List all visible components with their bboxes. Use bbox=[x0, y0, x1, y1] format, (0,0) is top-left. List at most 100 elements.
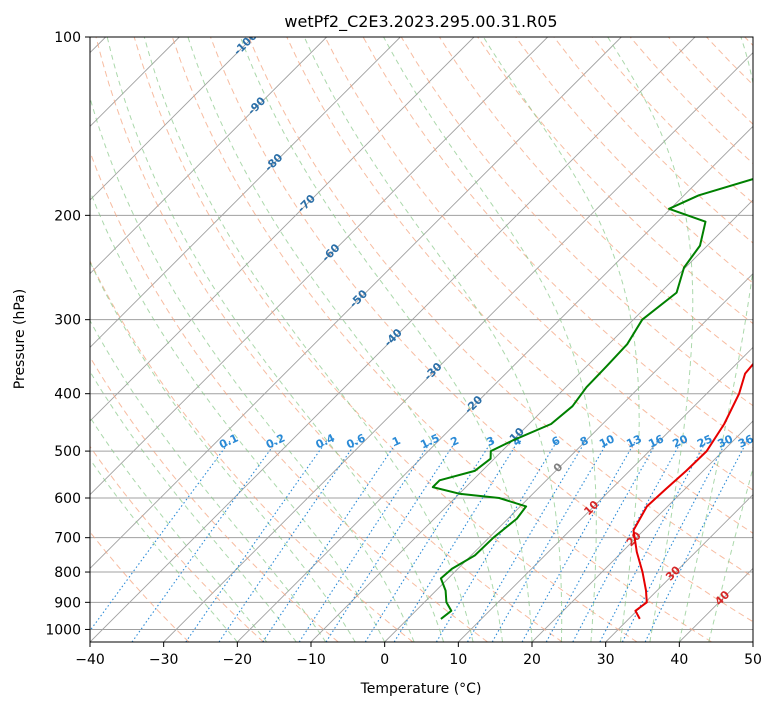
isotherm-line bbox=[90, 37, 622, 569]
x-tick-label: 10 bbox=[449, 652, 467, 668]
isotherm-line bbox=[752, 641, 753, 642]
x-axis-label: Temperature (°C) bbox=[360, 681, 482, 697]
moist-adiabat-line bbox=[143, 37, 474, 642]
y-tick-label: 300 bbox=[54, 313, 81, 329]
mixing-ratio-line bbox=[491, 440, 609, 642]
x-tick-label: 40 bbox=[670, 652, 688, 668]
isotherm-line bbox=[90, 37, 254, 201]
moist-adiabat-line bbox=[90, 319, 327, 642]
y-tick-label: 1000 bbox=[45, 622, 81, 638]
mixing-ratio-line bbox=[545, 440, 659, 642]
moist-adiabat-line bbox=[482, 37, 640, 642]
isotherm-line bbox=[90, 37, 548, 496]
isotherm-line bbox=[163, 52, 753, 642]
x-tick-label: 30 bbox=[597, 652, 615, 668]
y-tick-label: 800 bbox=[54, 565, 81, 581]
isotherm-label: -40 bbox=[382, 326, 405, 349]
mixing-ratio-line bbox=[90, 440, 231, 632]
mixing-ratio-label: 20 bbox=[671, 432, 691, 450]
dry-adiabat-line bbox=[90, 356, 339, 642]
moist-adiabat-line bbox=[239, 37, 533, 642]
dry-adiabat-line bbox=[90, 445, 264, 642]
y-tick-label: 500 bbox=[54, 444, 81, 460]
mixing-ratio-line bbox=[364, 440, 493, 642]
y-tick-label: 200 bbox=[54, 208, 81, 224]
mixing-ratio-label: 13 bbox=[624, 432, 643, 450]
mixing-ratio-label: 30 bbox=[716, 432, 736, 450]
plot-frame bbox=[89, 36, 754, 643]
mixing-ratio-line bbox=[393, 440, 520, 642]
mixing-ratio-line bbox=[599, 440, 707, 642]
x-tick-label: −10 bbox=[296, 652, 326, 668]
dry-adiabat-line bbox=[706, 37, 753, 86]
y-tick-label: 600 bbox=[54, 491, 81, 507]
isotherm-line bbox=[237, 125, 753, 642]
moist-adiabat-line bbox=[106, 37, 445, 642]
dry-adiabat-line bbox=[668, 37, 753, 125]
isotherm-line bbox=[90, 37, 327, 275]
mixing-ratio-label: 0.6 bbox=[344, 431, 367, 451]
isotherm-line bbox=[458, 346, 753, 642]
moist-adiabat-line bbox=[90, 370, 297, 642]
y-tick-label: 900 bbox=[54, 595, 81, 611]
x-tick-label: 50 bbox=[744, 652, 762, 668]
dry-adiabat-line bbox=[324, 37, 753, 491]
mixing-ratio-label: 0.4 bbox=[314, 431, 337, 451]
dry-adiabat-line bbox=[591, 37, 753, 204]
isotherm-label: -20 bbox=[462, 393, 485, 416]
mixing-ratio-line bbox=[131, 440, 278, 642]
x-tick-label: −20 bbox=[223, 652, 253, 668]
mixing-ratio-line bbox=[262, 440, 399, 642]
dry-adiabat-line bbox=[744, 37, 753, 47]
y-tick-label: 700 bbox=[54, 531, 81, 547]
mixing-ratio-line bbox=[325, 440, 457, 642]
mixing-ratio-line bbox=[644, 440, 748, 642]
isotherm-line bbox=[90, 37, 401, 348]
isotherm-label: -50 bbox=[347, 287, 370, 310]
isotherm-label: -70 bbox=[295, 192, 318, 215]
mixing-ratio-label: 16 bbox=[646, 432, 666, 450]
y-axis-label: Pressure (hPa) bbox=[12, 289, 28, 389]
mixing-ratio-label: 2 bbox=[448, 434, 460, 449]
isotherm-line bbox=[679, 567, 753, 642]
isotherm-line bbox=[384, 273, 753, 642]
isotherm-label: -100 bbox=[231, 29, 260, 58]
x-tick-label: −30 bbox=[149, 652, 179, 668]
mixing-ratio-label: 0.1 bbox=[217, 431, 240, 451]
dry-adiabat-line bbox=[95, 37, 563, 642]
isotherm-label: -80 bbox=[262, 151, 285, 174]
dry-adiabat-line bbox=[286, 37, 753, 534]
dry-adiabat-line bbox=[210, 37, 753, 623]
mixing-ratio-label: 6 bbox=[550, 434, 563, 449]
isotherm-label: 0 bbox=[551, 460, 566, 475]
y-tick-label: 400 bbox=[54, 387, 81, 403]
mixing-ratio-label: 36 bbox=[736, 432, 756, 450]
moist-adiabat-line bbox=[90, 458, 238, 642]
y-tick-label: 100 bbox=[54, 30, 81, 46]
isotherm-label: -90 bbox=[245, 94, 268, 117]
mixing-ratio-label: 3 bbox=[485, 434, 497, 449]
moist-adiabat-label: 40 bbox=[712, 588, 732, 608]
moist-adiabat-line bbox=[607, 37, 694, 642]
dewpoint-trace bbox=[431, 178, 753, 620]
dry-adiabat-line bbox=[248, 37, 753, 578]
isotherm-line bbox=[90, 37, 696, 642]
mixing-ratio-line bbox=[218, 440, 358, 642]
mixing-ratio-line bbox=[572, 440, 683, 642]
dry-adiabat-line bbox=[515, 37, 753, 284]
mixing-ratio-line bbox=[185, 440, 328, 642]
temperature-trace bbox=[632, 362, 753, 620]
mixing-ratio-line bbox=[521, 440, 637, 642]
moist-adiabat-line bbox=[90, 260, 356, 642]
moist-adiabat-line bbox=[303, 37, 563, 642]
isotherm-line bbox=[531, 420, 753, 642]
mixing-ratio-label: 25 bbox=[695, 432, 714, 450]
isotherm-line bbox=[605, 494, 753, 642]
chart-title: wetPf2_C2E3.2023.295.00.31.R05 bbox=[284, 12, 557, 32]
moist-adiabat-line bbox=[90, 416, 268, 642]
mixing-ratio-label: 1 bbox=[390, 434, 402, 449]
mixing-ratio-label: 10 bbox=[597, 432, 617, 450]
moist-adiabat-label: 30 bbox=[663, 563, 683, 583]
mixing-ratio-line bbox=[298, 440, 432, 642]
